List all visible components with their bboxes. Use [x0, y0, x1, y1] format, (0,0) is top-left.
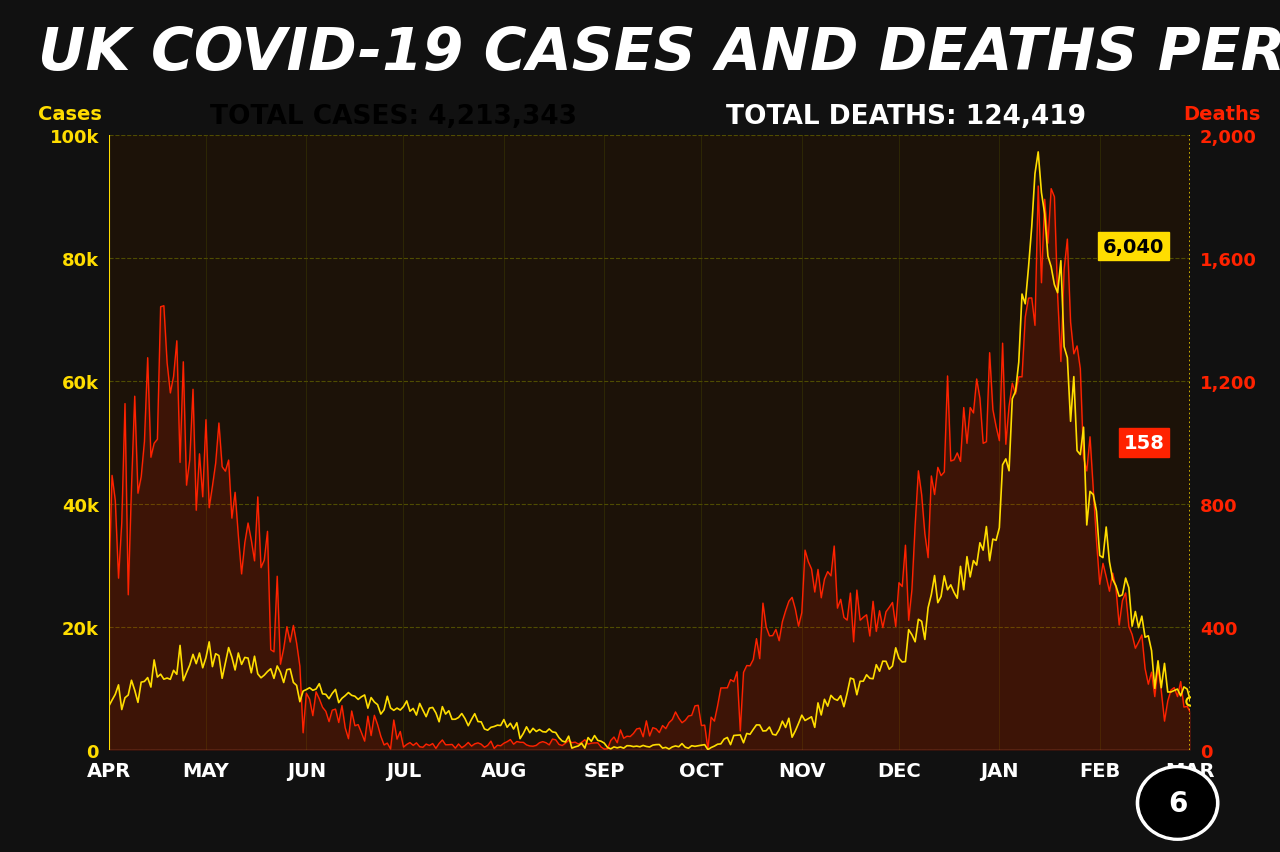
Circle shape — [1140, 769, 1215, 837]
Text: 6: 6 — [1167, 789, 1188, 817]
Circle shape — [1137, 766, 1219, 840]
Text: TOTAL CASES: 4,213,343: TOTAL CASES: 4,213,343 — [210, 104, 577, 130]
Text: 158: 158 — [1124, 434, 1165, 452]
Text: Cases: Cases — [38, 105, 102, 124]
Text: 6,040: 6,040 — [1103, 237, 1165, 256]
Text: Deaths: Deaths — [1183, 105, 1261, 124]
Text: UK COVID-19 CASES AND DEATHS PER DAY: UK COVID-19 CASES AND DEATHS PER DAY — [38, 25, 1280, 82]
Text: TOTAL DEATHS: 124,419: TOTAL DEATHS: 124,419 — [726, 104, 1085, 130]
